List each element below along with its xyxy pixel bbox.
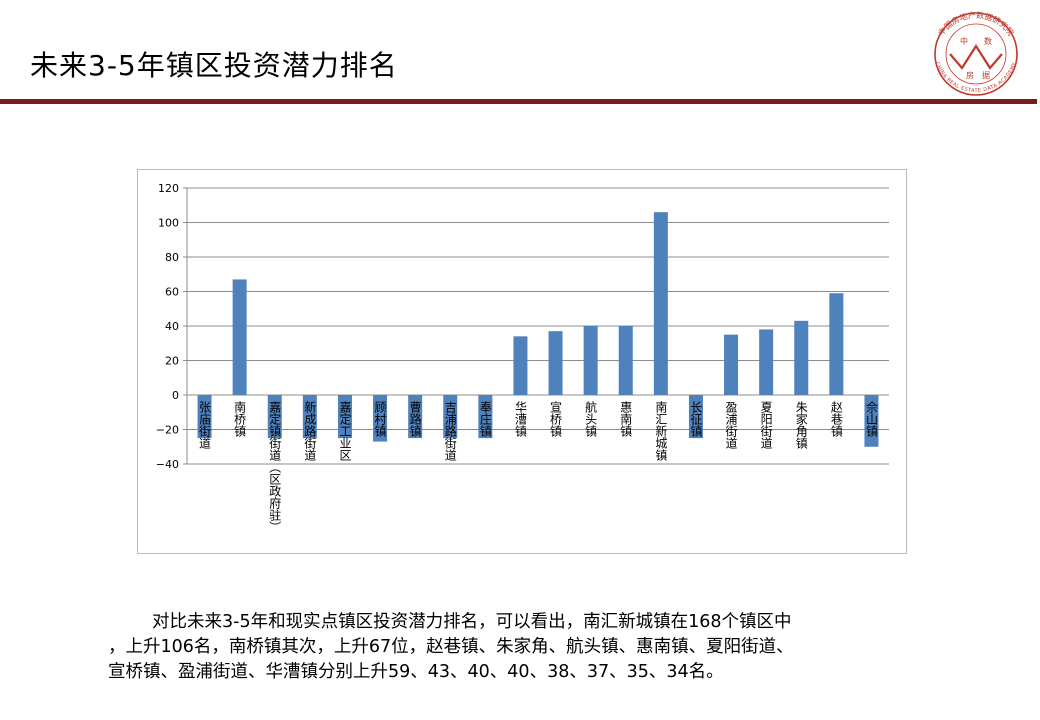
category-label: 张庙街道 [198,401,212,449]
y-tick-label: 80 [165,251,179,264]
bar [408,395,423,439]
y-tick-label: 100 [158,217,179,230]
caption-line-2: ，上升106名，南桥镇其次，上升67位，赵巷镇、朱家角、航头镇、惠南镇、夏阳街道… [108,637,794,657]
logo-char-4: 据 [982,70,990,80]
y-tick-label: 0 [172,389,179,402]
category-label: 顾村镇 [373,401,387,438]
bar [618,326,633,395]
page-title: 未来3-5年镇区投资潜力排名 [30,49,398,82]
y-tick-label: 120 [158,182,179,195]
category-label: 新成路街道 [303,400,317,461]
category-label: 盈浦街道 [724,401,738,449]
bar [583,326,598,395]
bar [302,395,317,439]
category-label: 吉浦路街道 [443,401,457,461]
bar [373,395,388,442]
bar [794,320,809,395]
bar [688,395,703,439]
title-divider [0,99,1037,104]
y-tick-label: 60 [165,286,179,299]
logo-char-3: 房 [966,70,974,80]
chart-container: 120 100 80 60 40 20 0 −20 −40 张庙街道 南桥镇 嘉定镇街道（区政府驻） 新… [137,169,907,554]
svg-text:CHINA REAL ESTATE DATA ACADEMY: CHINA REAL ESTATE DATA ACADEMY [934,61,1018,94]
category-label: 夏阳街道 [759,401,773,449]
category-label: 惠南镇 [619,401,633,438]
chart-caption: 对比未来3-5年和现实点镇区投资潜力排名，可以看出，南汇新城镇在168个镇区中 … [108,610,958,685]
bar [864,395,879,447]
category-label: 朱家角镇 [794,401,808,450]
bar [267,395,282,439]
bar [513,336,528,395]
category-label: 南桥镇 [233,400,247,438]
category-label: 南汇新城镇 [654,400,668,462]
category-label: 华漕镇 [513,401,527,438]
bar [759,329,774,395]
bar [197,395,212,439]
caption-line-1: 对比未来3-5年和现实点镇区投资潜力排名，可以看出，南汇新城镇在168个镇区中 [152,612,792,632]
bar-chart: 120 100 80 60 40 20 0 −20 −40 张庙街道 南桥镇 嘉定镇街道（区政府驻） 新… [156,182,889,533]
y-tick-label: −20 [156,424,179,437]
category-label: 佘山镇 [864,400,878,438]
bar [653,212,668,395]
caption-line-3: 宣桥镇、盈浦街道、华漕镇分别上升59、43、40、40、38、37、35、34名… [108,662,724,682]
category-label: 宣桥镇 [549,400,563,438]
bar [548,331,563,395]
logo-ring-en: CHINA REAL ESTATE DATA ACADEMY [934,61,1018,94]
category-label: 曹路镇 [408,401,422,438]
y-tick-label: 20 [165,355,179,368]
category-label: 嘉定镇街道（区政府驻） [268,401,282,533]
category-label: 长征镇 [689,401,703,438]
category-label: 奉庄镇 [478,401,492,438]
bar [724,334,739,395]
academy-logo: 中国房地产数据研究院 CHINA REAL ESTATE DATA ACADEM… [934,10,1018,96]
logo-char-2: 数 [984,36,992,46]
bar [337,395,352,439]
y-tick-label: −40 [156,458,179,471]
y-tick-label: 40 [165,320,179,333]
bar [232,279,247,395]
category-label: 航头镇 [584,400,598,438]
logo-char-1: 中 [960,36,968,46]
category-label: 赵巷镇 [829,401,843,438]
bar [478,395,493,439]
category-label: 嘉定工业区 [338,401,352,461]
bar [829,293,844,395]
bar [443,395,458,439]
